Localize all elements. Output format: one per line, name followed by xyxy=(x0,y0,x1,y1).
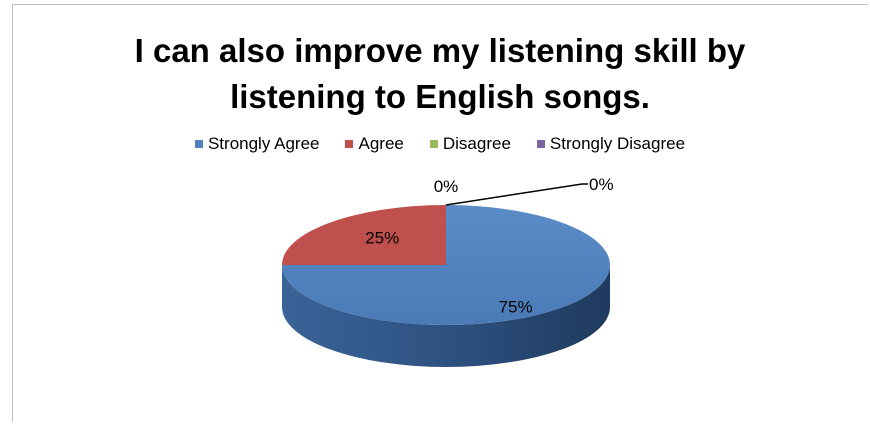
legend-item-strongly-agree: Strongly Agree xyxy=(194,134,320,154)
legend-label-agree: Agree xyxy=(358,134,404,153)
data-label-0: 75% xyxy=(499,297,533,316)
legend-item-disagree: Disagree xyxy=(429,134,511,154)
legend-swatch-strongly-disagree xyxy=(536,140,545,148)
pie-group xyxy=(282,205,610,367)
chart-title-line-1: I can also improve my listening skill by xyxy=(134,32,746,69)
pie-side-0 xyxy=(282,265,610,367)
legend-item-agree: Agree xyxy=(345,134,404,154)
pie-slice-1 xyxy=(282,205,446,265)
legend-swatch-disagree xyxy=(429,140,438,148)
pie-labels: 75% 25% 0% 0% xyxy=(365,175,613,316)
legend-label-disagree: Disagree xyxy=(442,134,511,153)
legend-label-strongly-agree: Strongly Agree xyxy=(207,134,320,153)
data-label-2: 0% xyxy=(434,177,459,196)
chart-title-line-2: listening to English songs. xyxy=(230,78,650,115)
data-label-1: 25% xyxy=(365,229,399,248)
chart-title: I can also improve my listening skill by… xyxy=(12,28,868,120)
legend-swatch-agree xyxy=(345,140,354,148)
chart-frame xyxy=(12,4,868,422)
chart-legend: Strongly Agree Agree Disagree Strongly D… xyxy=(12,134,868,154)
leader-line xyxy=(445,183,588,206)
legend-item-strongly-disagree: Strongly Disagree xyxy=(536,134,686,154)
legend-label-strongly-disagree: Strongly Disagree xyxy=(549,134,686,153)
data-label-3: 0% xyxy=(589,175,614,194)
legend-swatch-strongly-agree xyxy=(194,140,203,148)
